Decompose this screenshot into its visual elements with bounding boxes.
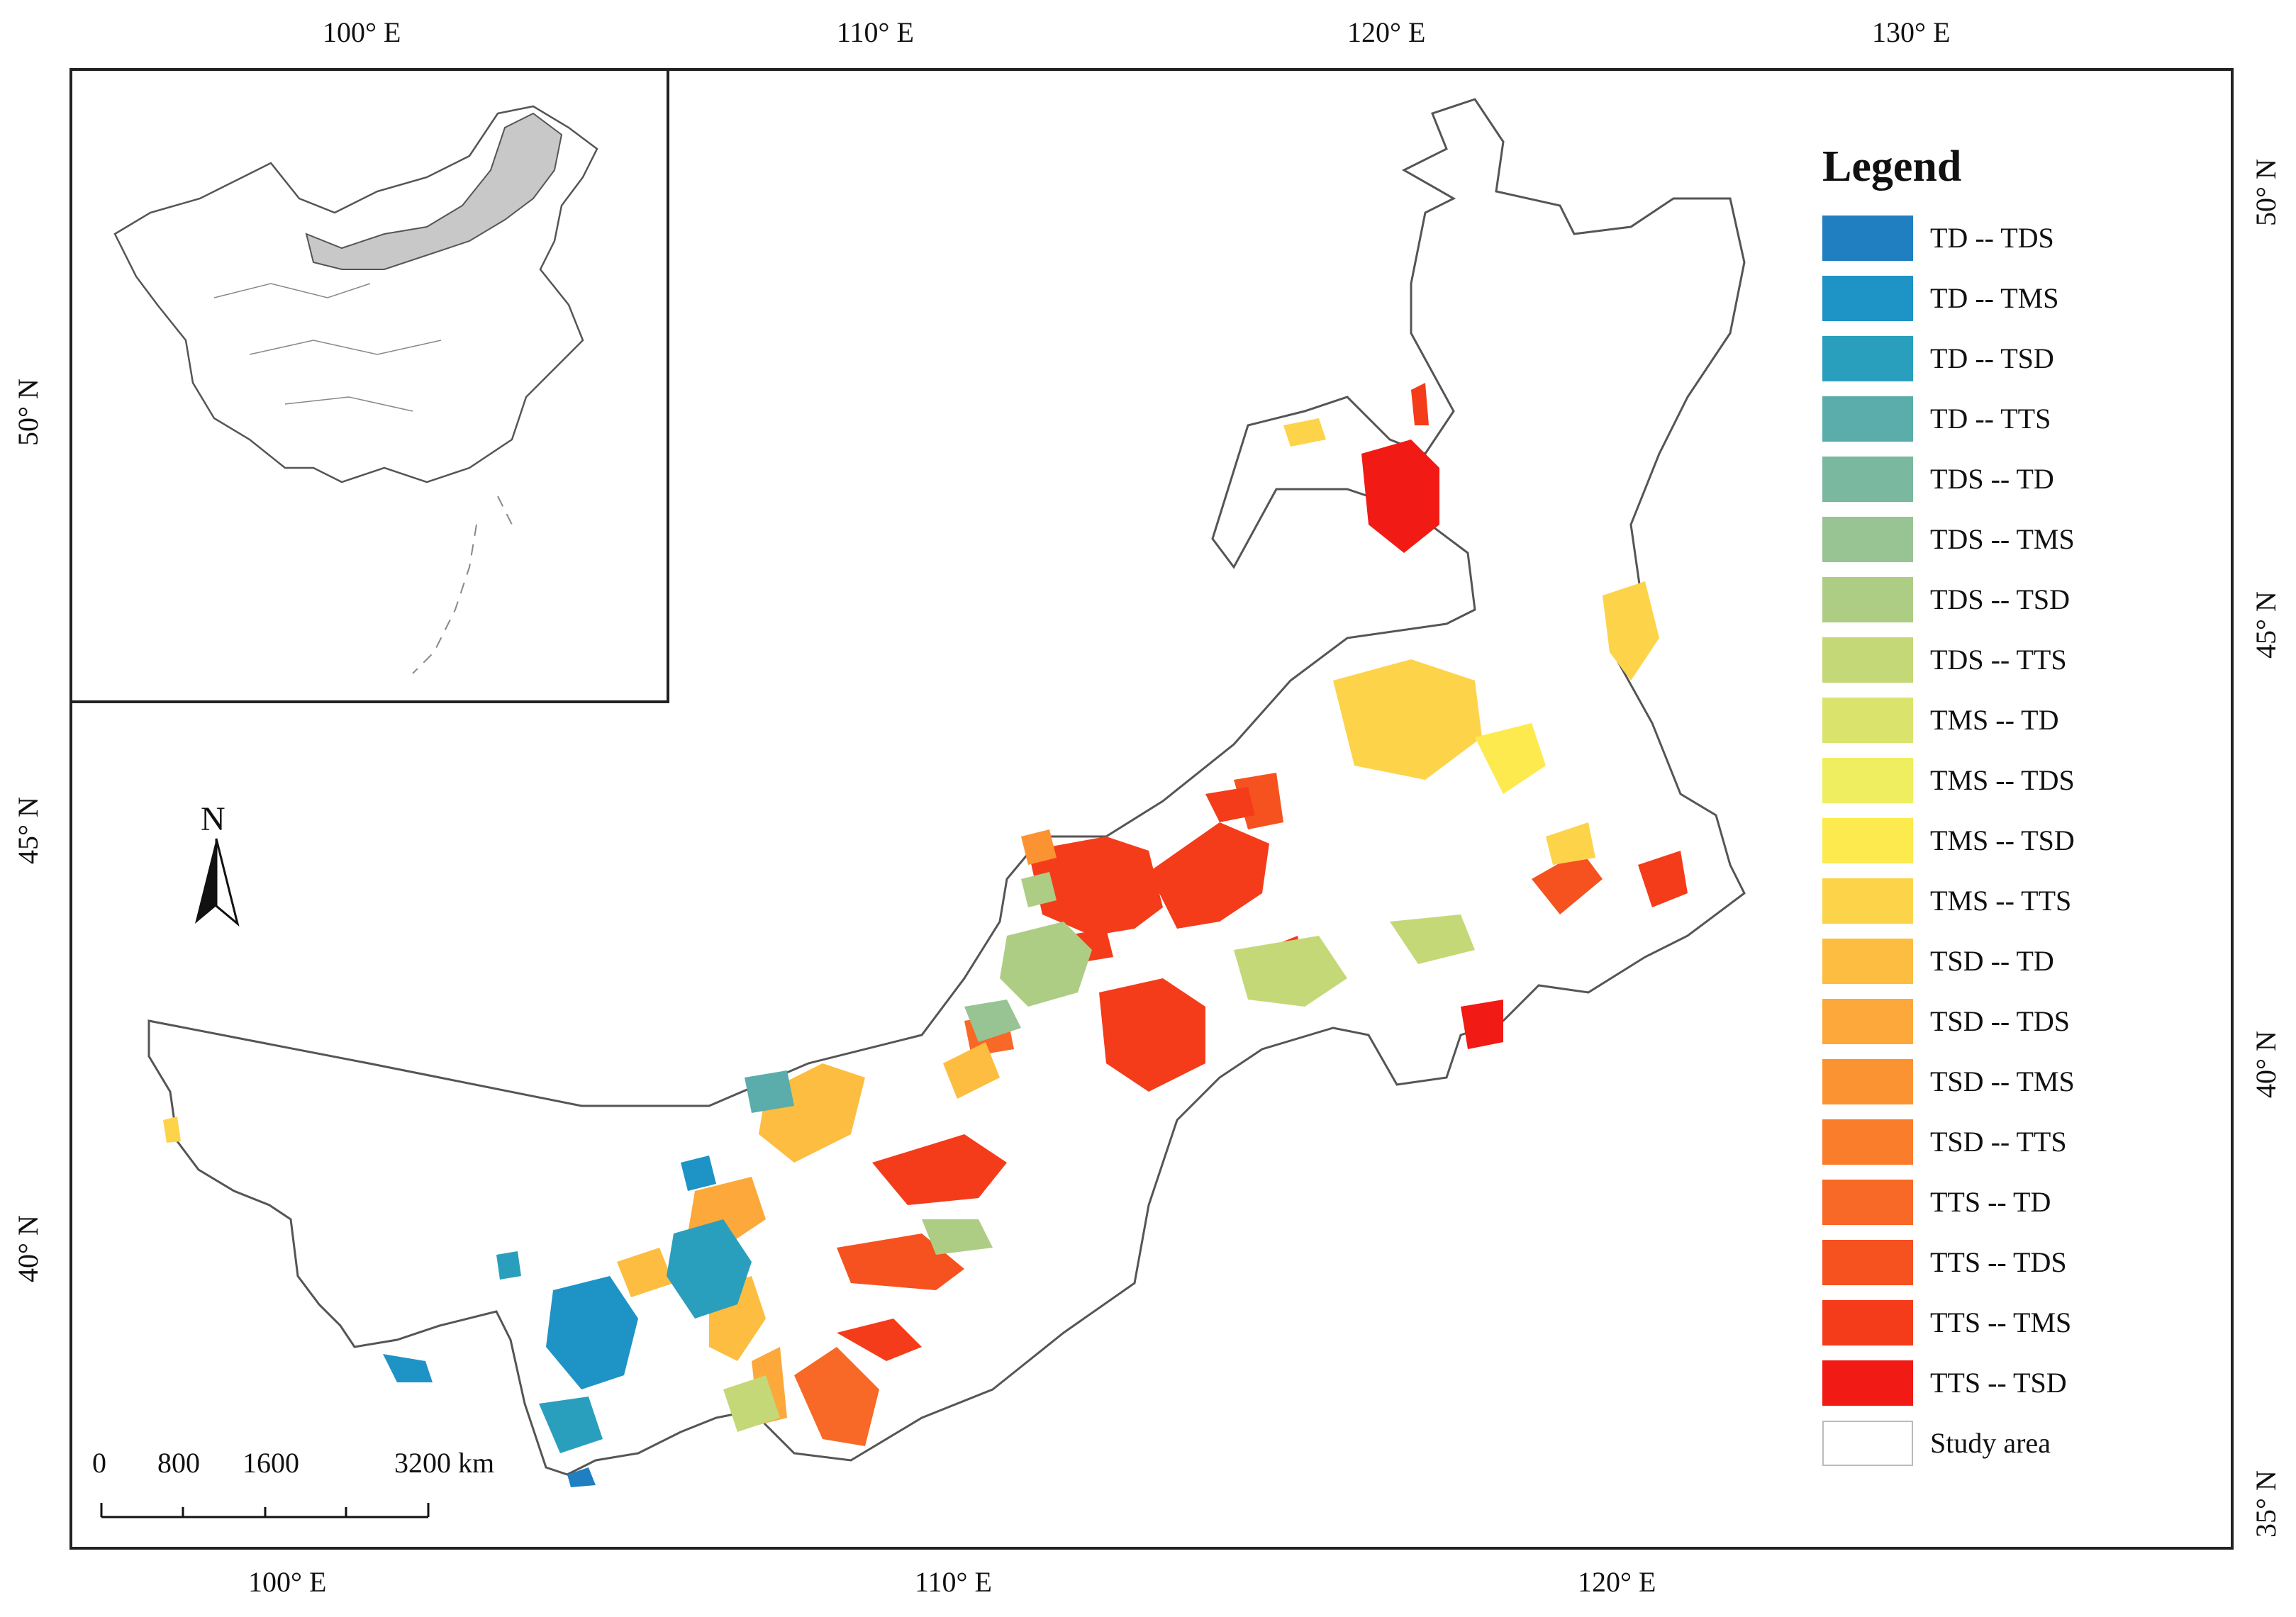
legend-label: TMS -- TDS	[1930, 764, 2075, 796]
china-inset-map	[69, 68, 669, 703]
legend-swatch	[1822, 1360, 1913, 1406]
top-tick-110e: 110° E	[837, 16, 914, 48]
legend-item: Study area	[1822, 1413, 2219, 1473]
bottom-tick-120e: 120° E	[1578, 1566, 1656, 1598]
inner-mongolia-highlight	[305, 112, 563, 270]
legend: Legend TD -- TDS TD -- TMS TD -- TSD TD -- …	[1822, 142, 2219, 1473]
legend-label: TDS -- TTS	[1930, 644, 2067, 676]
legend-label: TTS -- TMS	[1930, 1307, 2072, 1338]
bottom-tick-110e: 110° E	[915, 1566, 992, 1598]
legend-list: TD -- TDS TD -- TMS TD -- TSD TD -- TTS TDS …	[1822, 208, 2219, 1473]
legend-title: Legend	[1822, 142, 1962, 191]
legend-item: TSD -- TDS	[1822, 991, 2219, 1051]
legend-item: TSD -- TD	[1822, 931, 2219, 991]
legend-swatch	[1822, 1299, 1913, 1345]
legend-label: TD -- TDS	[1930, 222, 2054, 254]
scale-label-end: 3200 km	[394, 1447, 495, 1479]
tts-change-patches	[794, 383, 1688, 1446]
right-tick-45n: 45° N	[2249, 591, 2282, 659]
north-arrow-label: N	[201, 800, 225, 838]
tms-tsd-change-patches	[163, 418, 1659, 1425]
legend-label: TSD -- TMS	[1930, 1065, 2075, 1097]
top-tick-120e: 120° E	[1347, 16, 1426, 48]
legend-swatch	[1822, 576, 1913, 622]
top-tick-100e: 100° E	[323, 16, 401, 48]
legend-label: TSD -- TD	[1930, 945, 2054, 977]
legend-swatch	[1822, 335, 1913, 381]
tds-change-patches	[723, 872, 1475, 1432]
legend-swatch	[1822, 878, 1913, 924]
legend-item: TTS -- TSD	[1822, 1353, 2219, 1413]
scale-label-1600: 1600	[243, 1447, 299, 1479]
right-tick-40n: 40° N	[2249, 1031, 2282, 1098]
legend-swatch	[1822, 938, 1913, 984]
legend-swatch	[1822, 637, 1913, 683]
legend-swatch	[1822, 1058, 1913, 1104]
left-tick-45n: 45° N	[11, 797, 44, 864]
legend-swatch	[1822, 1420, 1913, 1466]
china-outline	[113, 105, 598, 674]
legend-item: TTS -- TMS	[1822, 1292, 2219, 1353]
legend-label: TMS -- TSD	[1930, 824, 2075, 856]
left-tick-50n: 50° N	[11, 379, 44, 446]
legend-item: TTS -- TDS	[1822, 1232, 2219, 1292]
legend-item: TD -- TSD	[1822, 328, 2219, 388]
legend-label: TDS -- TD	[1930, 463, 2054, 495]
right-tick-50n: 50° N	[2249, 159, 2282, 226]
legend-label: TTS -- TDS	[1930, 1246, 2067, 1278]
top-tick-130e: 130° E	[1872, 16, 1951, 48]
legend-label: TSD -- TTS	[1930, 1126, 2067, 1158]
legend-label: TSD -- TDS	[1930, 1005, 2071, 1037]
legend-swatch	[1822, 1239, 1913, 1285]
map-frame	[69, 68, 2234, 1550]
legend-label: TTS -- TSD	[1930, 1367, 2067, 1399]
legend-item: TTS -- TD	[1822, 1172, 2219, 1232]
north-arrow-icon	[195, 838, 240, 927]
legend-label: TDS -- TMS	[1930, 523, 2075, 555]
legend-label: TTS -- TD	[1930, 1186, 2051, 1218]
legend-item: TDS -- TD	[1822, 449, 2219, 509]
legend-item: TD -- TTS	[1822, 388, 2219, 449]
legend-swatch	[1822, 1119, 1913, 1165]
legend-label: TD -- TMS	[1930, 282, 2059, 314]
scale-bar	[100, 1503, 430, 1518]
scale-label-0: 0	[92, 1447, 106, 1479]
legend-label: TDS -- TSD	[1930, 583, 2071, 615]
legend-label: TD -- TTS	[1930, 403, 2051, 435]
scale-label-800: 800	[157, 1447, 200, 1479]
left-tick-40n: 40° N	[11, 1215, 44, 1282]
legend-swatch	[1822, 998, 1913, 1044]
td-change-patches	[383, 1070, 794, 1487]
legend-label: TMS -- TD	[1930, 704, 2059, 736]
legend-swatch	[1822, 1179, 1913, 1225]
legend-swatch	[1822, 215, 1913, 261]
legend-item: TDS -- TTS	[1822, 630, 2219, 690]
legend-item: TDS -- TMS	[1822, 509, 2219, 569]
legend-swatch	[1822, 396, 1913, 442]
legend-swatch	[1822, 275, 1913, 321]
legend-swatch	[1822, 817, 1913, 863]
legend-label: TD -- TSD	[1930, 342, 2054, 374]
legend-swatch	[1822, 456, 1913, 502]
legend-item: TSD -- TMS	[1822, 1051, 2219, 1112]
study-area-map	[147, 98, 1746, 1487]
legend-item: TD -- TMS	[1822, 268, 2219, 328]
legend-item: TMS -- TSD	[1822, 810, 2219, 871]
legend-item: TSD -- TTS	[1822, 1112, 2219, 1172]
bottom-tick-100e: 100° E	[248, 1566, 327, 1598]
legend-label: TMS -- TTS	[1930, 885, 2072, 917]
right-tick-35n: 35° N	[2249, 1470, 2282, 1538]
legend-item: TDS -- TSD	[1822, 569, 2219, 630]
legend-item: TD -- TDS	[1822, 208, 2219, 268]
legend-swatch	[1822, 697, 1913, 743]
legend-swatch	[1822, 516, 1913, 562]
legend-label: Study area	[1930, 1427, 2051, 1459]
legend-item: TMS -- TDS	[1822, 750, 2219, 810]
legend-item: TMS -- TTS	[1822, 871, 2219, 931]
legend-swatch	[1822, 757, 1913, 803]
legend-item: TMS -- TD	[1822, 690, 2219, 750]
